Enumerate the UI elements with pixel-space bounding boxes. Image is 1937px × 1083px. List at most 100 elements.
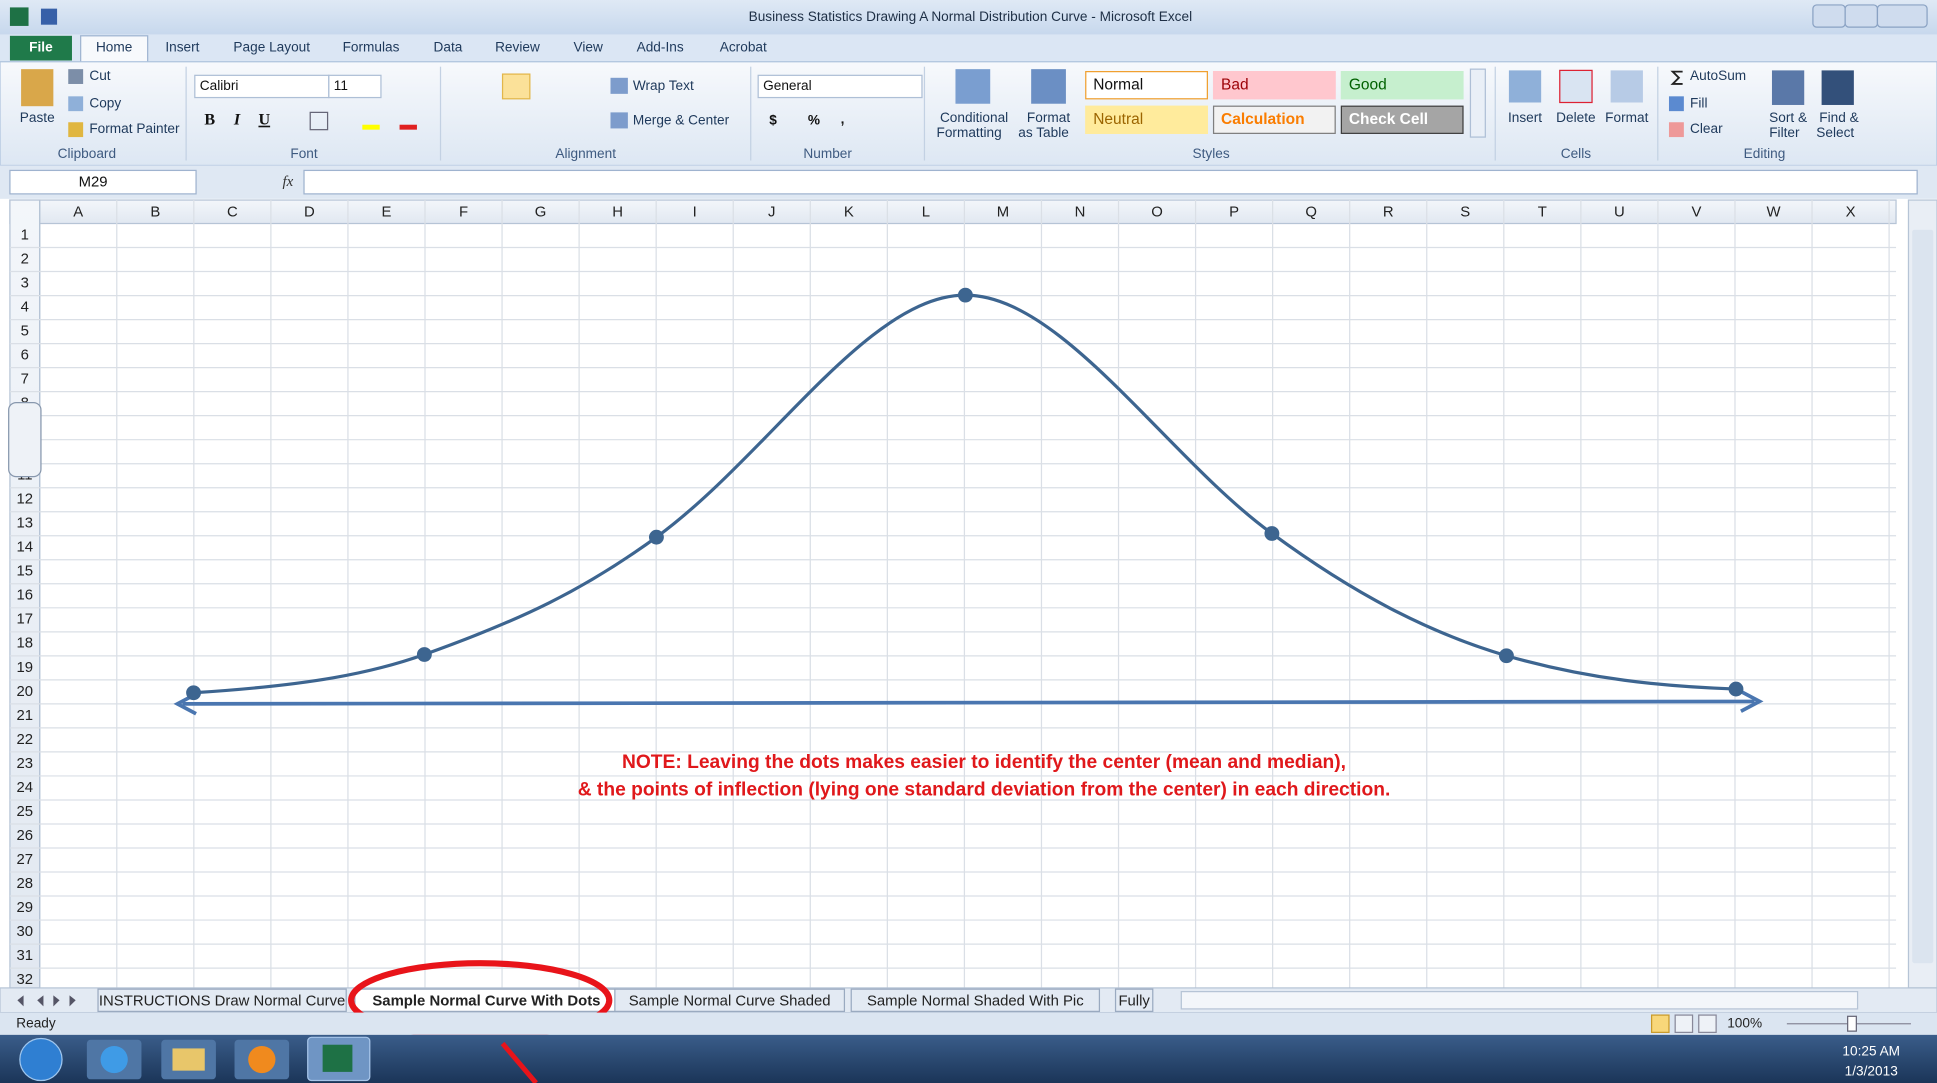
column-header[interactable]: A bbox=[73, 204, 83, 220]
cut-icon[interactable] bbox=[68, 69, 83, 84]
format-as-table-icon[interactable] bbox=[1031, 69, 1066, 104]
ribbon-tab[interactable]: File bbox=[29, 40, 53, 55]
row-header[interactable]: 20 bbox=[17, 684, 34, 700]
ribbon-tab[interactable]: View bbox=[574, 40, 603, 55]
paste-label[interactable]: Paste bbox=[20, 110, 55, 125]
ribbon-tab[interactable]: Review bbox=[495, 40, 540, 55]
ribbon-tab[interactable]: Insert bbox=[165, 40, 199, 55]
format-as-table-label[interactable]: Format bbox=[1027, 110, 1070, 125]
delete-label[interactable]: Delete bbox=[1556, 110, 1595, 125]
scroll-thumb[interactable] bbox=[1912, 230, 1933, 964]
ribbon-tab[interactable]: Home bbox=[96, 40, 132, 55]
column-header[interactable]: L bbox=[922, 204, 930, 220]
find-select-label[interactable]: Find & bbox=[1819, 110, 1858, 125]
italic-button[interactable]: I bbox=[233, 112, 241, 129]
conditional-formatting-label[interactable]: Conditional bbox=[940, 110, 1008, 125]
comma-button[interactable]: , bbox=[841, 111, 845, 126]
ribbon-tab[interactable]: Acrobat bbox=[720, 40, 767, 55]
format-icon[interactable] bbox=[1611, 70, 1643, 102]
minimize-button[interactable] bbox=[1813, 5, 1845, 27]
sort-filter-icon[interactable] bbox=[1772, 70, 1804, 105]
ribbon-tab[interactable]: Data bbox=[434, 40, 463, 55]
row-header[interactable]: 5 bbox=[21, 324, 29, 340]
row-header[interactable]: 19 bbox=[17, 660, 34, 676]
row-header[interactable]: 28 bbox=[17, 876, 34, 892]
name-box-value[interactable]: M29 bbox=[79, 175, 108, 191]
merge-icon[interactable] bbox=[611, 112, 628, 128]
close-button[interactable] bbox=[1877, 5, 1927, 27]
find-select-label[interactable]: Select bbox=[1816, 125, 1854, 140]
font-name[interactable]: Calibri bbox=[200, 78, 239, 93]
column-header[interactable]: G bbox=[535, 204, 547, 220]
column-header[interactable]: W bbox=[1766, 204, 1780, 220]
row-header[interactable]: 30 bbox=[17, 924, 34, 940]
cell-style-label[interactable]: Bad bbox=[1221, 76, 1249, 93]
sheet-tab-label[interactable]: Sample Normal Curve Shaded bbox=[629, 993, 831, 1009]
row-header[interactable]: 7 bbox=[21, 372, 29, 388]
row-header[interactable]: 6 bbox=[21, 348, 29, 364]
column-header[interactable]: U bbox=[1614, 204, 1625, 220]
cell-style-label[interactable]: Check Cell bbox=[1349, 111, 1428, 128]
format-label[interactable]: Format bbox=[1605, 110, 1648, 125]
insert-function[interactable]: fx bbox=[283, 174, 294, 190]
find-select-icon[interactable] bbox=[1822, 70, 1854, 105]
zoom-thumb[interactable] bbox=[1848, 1016, 1857, 1031]
currency-button[interactable]: $ bbox=[769, 113, 777, 128]
normal-view[interactable] bbox=[1652, 1015, 1669, 1032]
paste-icon[interactable] bbox=[21, 69, 53, 106]
row-header[interactable]: 21 bbox=[17, 708, 34, 724]
app-icon[interactable] bbox=[10, 7, 29, 26]
row-header[interactable]: 14 bbox=[17, 540, 34, 556]
column-header[interactable]: Q bbox=[1305, 204, 1317, 220]
column-header[interactable]: P bbox=[1229, 204, 1239, 220]
align-bottom-button[interactable] bbox=[503, 74, 530, 99]
insert-icon[interactable] bbox=[1509, 70, 1541, 102]
clear-icon[interactable] bbox=[1669, 122, 1684, 137]
fill-color-button[interactable] bbox=[362, 125, 379, 130]
row-header[interactable]: 23 bbox=[17, 756, 34, 772]
row-header[interactable]: 12 bbox=[17, 492, 34, 508]
format-painter-label[interactable]: Format Painter bbox=[89, 121, 180, 136]
conditional-formatting-icon[interactable] bbox=[955, 69, 990, 104]
number-format[interactable]: General bbox=[763, 78, 812, 93]
bold-button[interactable]: B bbox=[204, 112, 215, 129]
sort-filter-label[interactable]: Filter bbox=[1769, 125, 1800, 140]
column-header[interactable]: E bbox=[382, 204, 392, 220]
format-as-table-label[interactable]: as Table bbox=[1018, 125, 1069, 140]
column-header[interactable]: C bbox=[227, 204, 238, 220]
sheet-tab-label[interactable]: Fully bbox=[1118, 993, 1150, 1009]
cell-style-label[interactable]: Good bbox=[1349, 76, 1387, 93]
column-header[interactable]: H bbox=[612, 204, 623, 220]
conditional-formatting-label[interactable]: Formatting bbox=[937, 125, 1002, 140]
row-header[interactable]: 29 bbox=[17, 900, 34, 916]
cell-style-label[interactable]: Neutral bbox=[1093, 111, 1143, 128]
row-header[interactable]: 3 bbox=[21, 276, 29, 292]
save-button[interactable] bbox=[41, 9, 57, 25]
delete-icon[interactable] bbox=[1560, 70, 1592, 102]
sheet-tab-label[interactable]: INSTRUCTIONS Draw Normal Curve bbox=[99, 993, 345, 1009]
column-header[interactable]: S bbox=[1460, 204, 1470, 220]
sheet-tab-label[interactable]: Sample Normal Shaded With Pic bbox=[867, 993, 1084, 1009]
fill-label[interactable]: Fill bbox=[1690, 95, 1707, 110]
row-header[interactable]: 15 bbox=[17, 564, 34, 580]
floating-toolbar[interactable] bbox=[9, 403, 41, 477]
column-header[interactable]: B bbox=[150, 204, 160, 220]
ribbon-tab[interactable]: Add-Ins bbox=[637, 40, 684, 55]
insert-label[interactable]: Insert bbox=[1508, 110, 1542, 125]
maximize-button[interactable] bbox=[1845, 5, 1877, 27]
column-header[interactable]: V bbox=[1691, 204, 1701, 220]
format-painter-icon[interactable] bbox=[68, 122, 83, 137]
column-header[interactable]: M bbox=[997, 204, 1009, 220]
column-header[interactable]: R bbox=[1383, 204, 1394, 220]
row-header[interactable]: 16 bbox=[17, 588, 34, 604]
copy-label[interactable]: Copy bbox=[89, 95, 121, 110]
row-header[interactable]: 32 bbox=[17, 972, 34, 988]
row-header[interactable]: 24 bbox=[17, 780, 34, 796]
column-header[interactable]: N bbox=[1075, 204, 1086, 220]
clear-label[interactable]: Clear bbox=[1690, 121, 1723, 136]
horizontal-scrollbar[interactable] bbox=[1181, 992, 1857, 1009]
ribbon-tab[interactable]: Formulas bbox=[343, 40, 400, 55]
underline-button[interactable]: U bbox=[258, 112, 270, 129]
wrap-text-icon[interactable] bbox=[611, 78, 628, 94]
start-button[interactable] bbox=[20, 1039, 62, 1081]
